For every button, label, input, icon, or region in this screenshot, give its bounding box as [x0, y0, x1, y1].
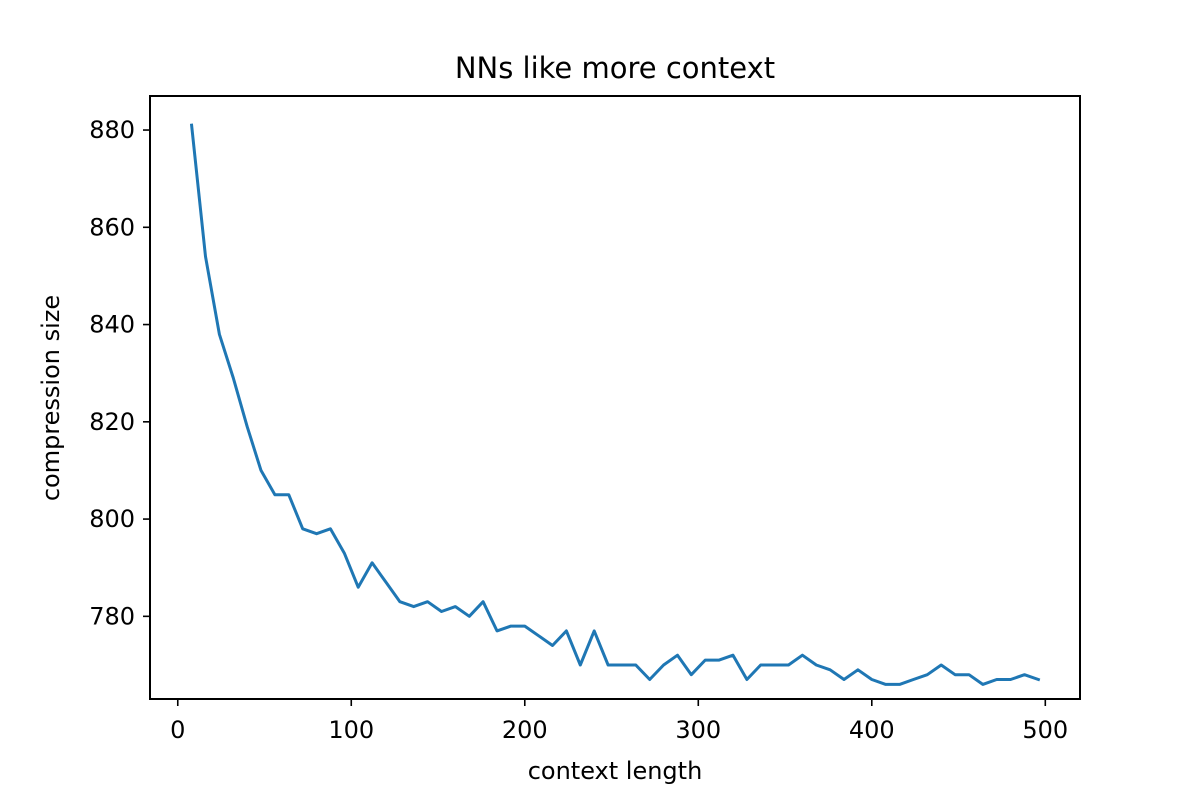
- y-tick-label: 800: [89, 505, 135, 533]
- x-tick-label: 0: [170, 716, 185, 744]
- y-axis: 780 800 820 840 860 880: [89, 116, 150, 630]
- y-axis-label: compression size: [37, 295, 65, 501]
- x-axis: 0 100 200 300 400 500: [170, 699, 1068, 744]
- y-tick-label: 880: [89, 116, 135, 144]
- x-axis-label: context length: [528, 757, 703, 785]
- series-line-0: [189, 123, 1041, 686]
- plot-frame: [149, 95, 1081, 700]
- x-tick-label: 100: [328, 716, 374, 744]
- plot-area: [189, 123, 1041, 686]
- x-tick-label: 200: [502, 716, 548, 744]
- y-tick-label: 780: [89, 602, 135, 630]
- x-tick-label: 500: [1022, 716, 1068, 744]
- y-tick-label: 820: [89, 408, 135, 436]
- x-tick-label: 300: [675, 716, 721, 744]
- y-tick-label: 840: [89, 311, 135, 339]
- chart-title: NNs like more context: [455, 51, 775, 85]
- y-tick-label: 860: [89, 213, 135, 241]
- x-tick-label: 400: [849, 716, 895, 744]
